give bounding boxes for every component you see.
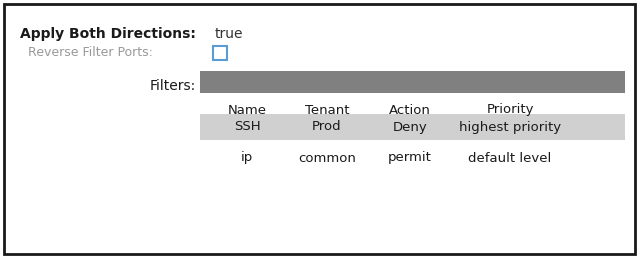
Text: Tenant: Tenant [305,103,350,117]
Text: Deny: Deny [392,120,427,133]
Text: Name: Name [227,103,266,117]
Text: true: true [215,27,243,41]
Text: Priority: Priority [486,103,534,117]
Text: Reverse Filter Ports:: Reverse Filter Ports: [28,46,153,60]
Text: ip: ip [241,151,253,165]
Text: Action: Action [389,103,431,117]
Text: permit: permit [388,151,432,165]
Text: Prod: Prod [312,120,342,133]
Bar [200,114,625,140]
Text: Filters:: Filters: [150,79,196,93]
Text: highest priority: highest priority [459,120,561,133]
Bar [213,46,227,60]
Text: common: common [298,151,356,165]
Text: Apply Both Directions:: Apply Both Directions: [20,27,196,41]
Text: default level: default level [468,151,551,165]
Text: SSH: SSH [234,120,260,133]
Bar [200,71,625,93]
